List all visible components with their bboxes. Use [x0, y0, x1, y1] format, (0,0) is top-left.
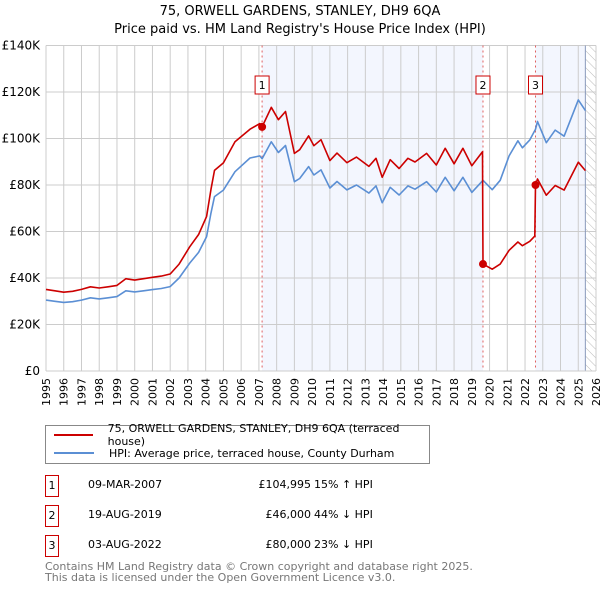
transaction-price: £46,000: [265, 508, 312, 521]
x-tick-label: 2000: [129, 378, 142, 406]
y-tick-label: £20K: [9, 318, 41, 332]
x-tick-label: 2020: [484, 378, 497, 406]
x-tick-label: 2003: [182, 378, 195, 406]
x-tick-label: 2025: [572, 378, 585, 406]
legend-item-property: 75, ORWELL GARDENS, STANLEY, DH9 6QA (te…: [54, 422, 429, 448]
transaction-price: £80,000: [265, 538, 312, 551]
transaction-row: 1 09-MAR-2007 £104,995 15% ↑ HPI: [45, 475, 445, 497]
transaction-row: 2 19-AUG-2019 £46,000 44% ↓ HPI: [45, 505, 445, 527]
property-price-line: [45, 106, 587, 293]
legend-item-hpi: HPI: Average price, terraced house, Coun…: [54, 444, 394, 462]
x-tick-label: 2009: [288, 378, 301, 406]
transaction-date: 09-MAR-2007: [88, 478, 163, 491]
chart-subtitle: Price paid vs. HM Land Registry's House …: [114, 22, 486, 37]
hpi-line: [45, 99, 587, 304]
sale-label: 1: [259, 79, 266, 92]
transaction-number: 3: [45, 535, 59, 557]
x-tick-label: 2006: [235, 378, 248, 406]
y-tick-label: £80K: [9, 178, 41, 192]
transaction-number: 2: [45, 505, 59, 527]
x-tick-label: 1999: [111, 378, 124, 406]
x-tick-label: 2004: [200, 378, 213, 406]
chart-plot: 1995 1996 1997 1998 1999 2000 2001 2002 2003 2004…: [2, 39, 600, 407]
x-tick-label: 2005: [217, 378, 230, 406]
footer-copyright: Contains HM Land Registry data © Crown c…: [45, 560, 473, 573]
x-tick-label: 1995: [40, 378, 53, 406]
x-tick-label: 2011: [324, 378, 337, 406]
y-tick-label: £140K: [2, 39, 42, 53]
x-tick-label: 2023: [537, 378, 550, 406]
legend-swatch-blue: [54, 452, 94, 454]
sale-label-box: [254, 75, 270, 95]
x-tick-label: 1997: [75, 378, 88, 406]
x-tick-label: 2022: [519, 378, 532, 406]
x-tick-label: 2014: [377, 378, 390, 406]
transaction-number: 1: [45, 475, 59, 497]
legend-label-property: 75, ORWELL GARDENS, STANLEY, DH9 6QA (te…: [107, 422, 400, 448]
x-tick-label: 1998: [93, 378, 106, 406]
sale-point: [258, 122, 267, 131]
x-tick-label: 2002: [164, 378, 177, 406]
footer-licence: This data is licensed under the Open Gov…: [45, 571, 396, 584]
x-tick-label: 2015: [395, 378, 408, 406]
x-tick-label: 1996: [58, 378, 71, 406]
transaction-hpi: 15% ↑ HPI: [314, 478, 373, 491]
x-tick-label: 2024: [555, 378, 568, 406]
transaction-price: £104,995: [258, 478, 312, 491]
y-tick-label: £0: [25, 364, 40, 378]
sale-label-box: [528, 75, 543, 95]
legend-label-hpi: HPI: Average price, terraced house, Coun…: [109, 446, 395, 460]
sale-label: 2: [479, 79, 486, 92]
x-tick-label: 2026: [590, 378, 600, 406]
x-tick-label: 2007: [253, 378, 266, 406]
x-tick-label: 2016: [413, 378, 426, 406]
sale-label-box: [475, 75, 491, 95]
sale-label: 3: [532, 79, 539, 92]
transaction-date: 03-AUG-2022: [88, 538, 162, 551]
legend-swatch-red: [54, 434, 93, 436]
future-hatch-region: [585, 45, 596, 371]
x-tick-label: 2010: [306, 378, 319, 406]
sale-point: [531, 181, 540, 189]
y-tick-label: £40K: [9, 271, 41, 285]
x-tick-label: 2018: [448, 378, 461, 406]
x-tick-label: 2012: [342, 378, 355, 406]
y-tick-label: £60K: [9, 225, 41, 239]
transaction-hpi: 44% ↓ HPI: [314, 508, 373, 521]
transaction-date: 19-AUG-2019: [88, 508, 162, 521]
x-tick-label: 2019: [466, 378, 479, 406]
x-tick-label: 2001: [146, 378, 159, 406]
chart-title: 75, ORWELL GARDENS, STANLEY, DH9 6QA: [159, 4, 441, 19]
legend: 75, ORWELL GARDENS, STANLEY, DH9 6QA (te…: [45, 422, 430, 464]
x-tick-label: 2021: [501, 378, 514, 406]
x-tick-label: 2008: [271, 378, 284, 406]
y-tick-label: £120K: [2, 85, 42, 99]
transaction-hpi: 23% ↓ HPI: [314, 538, 373, 551]
y-tick-label: £100K: [2, 132, 42, 146]
x-tick-label: 2017: [430, 378, 443, 406]
sale-point: [478, 260, 487, 269]
shaded-ownership-period: [262, 45, 483, 371]
x-tick-label: 2013: [359, 378, 372, 406]
transaction-row: 3 03-AUG-2022 £80,000 23% ↓ HPI: [45, 535, 445, 557]
